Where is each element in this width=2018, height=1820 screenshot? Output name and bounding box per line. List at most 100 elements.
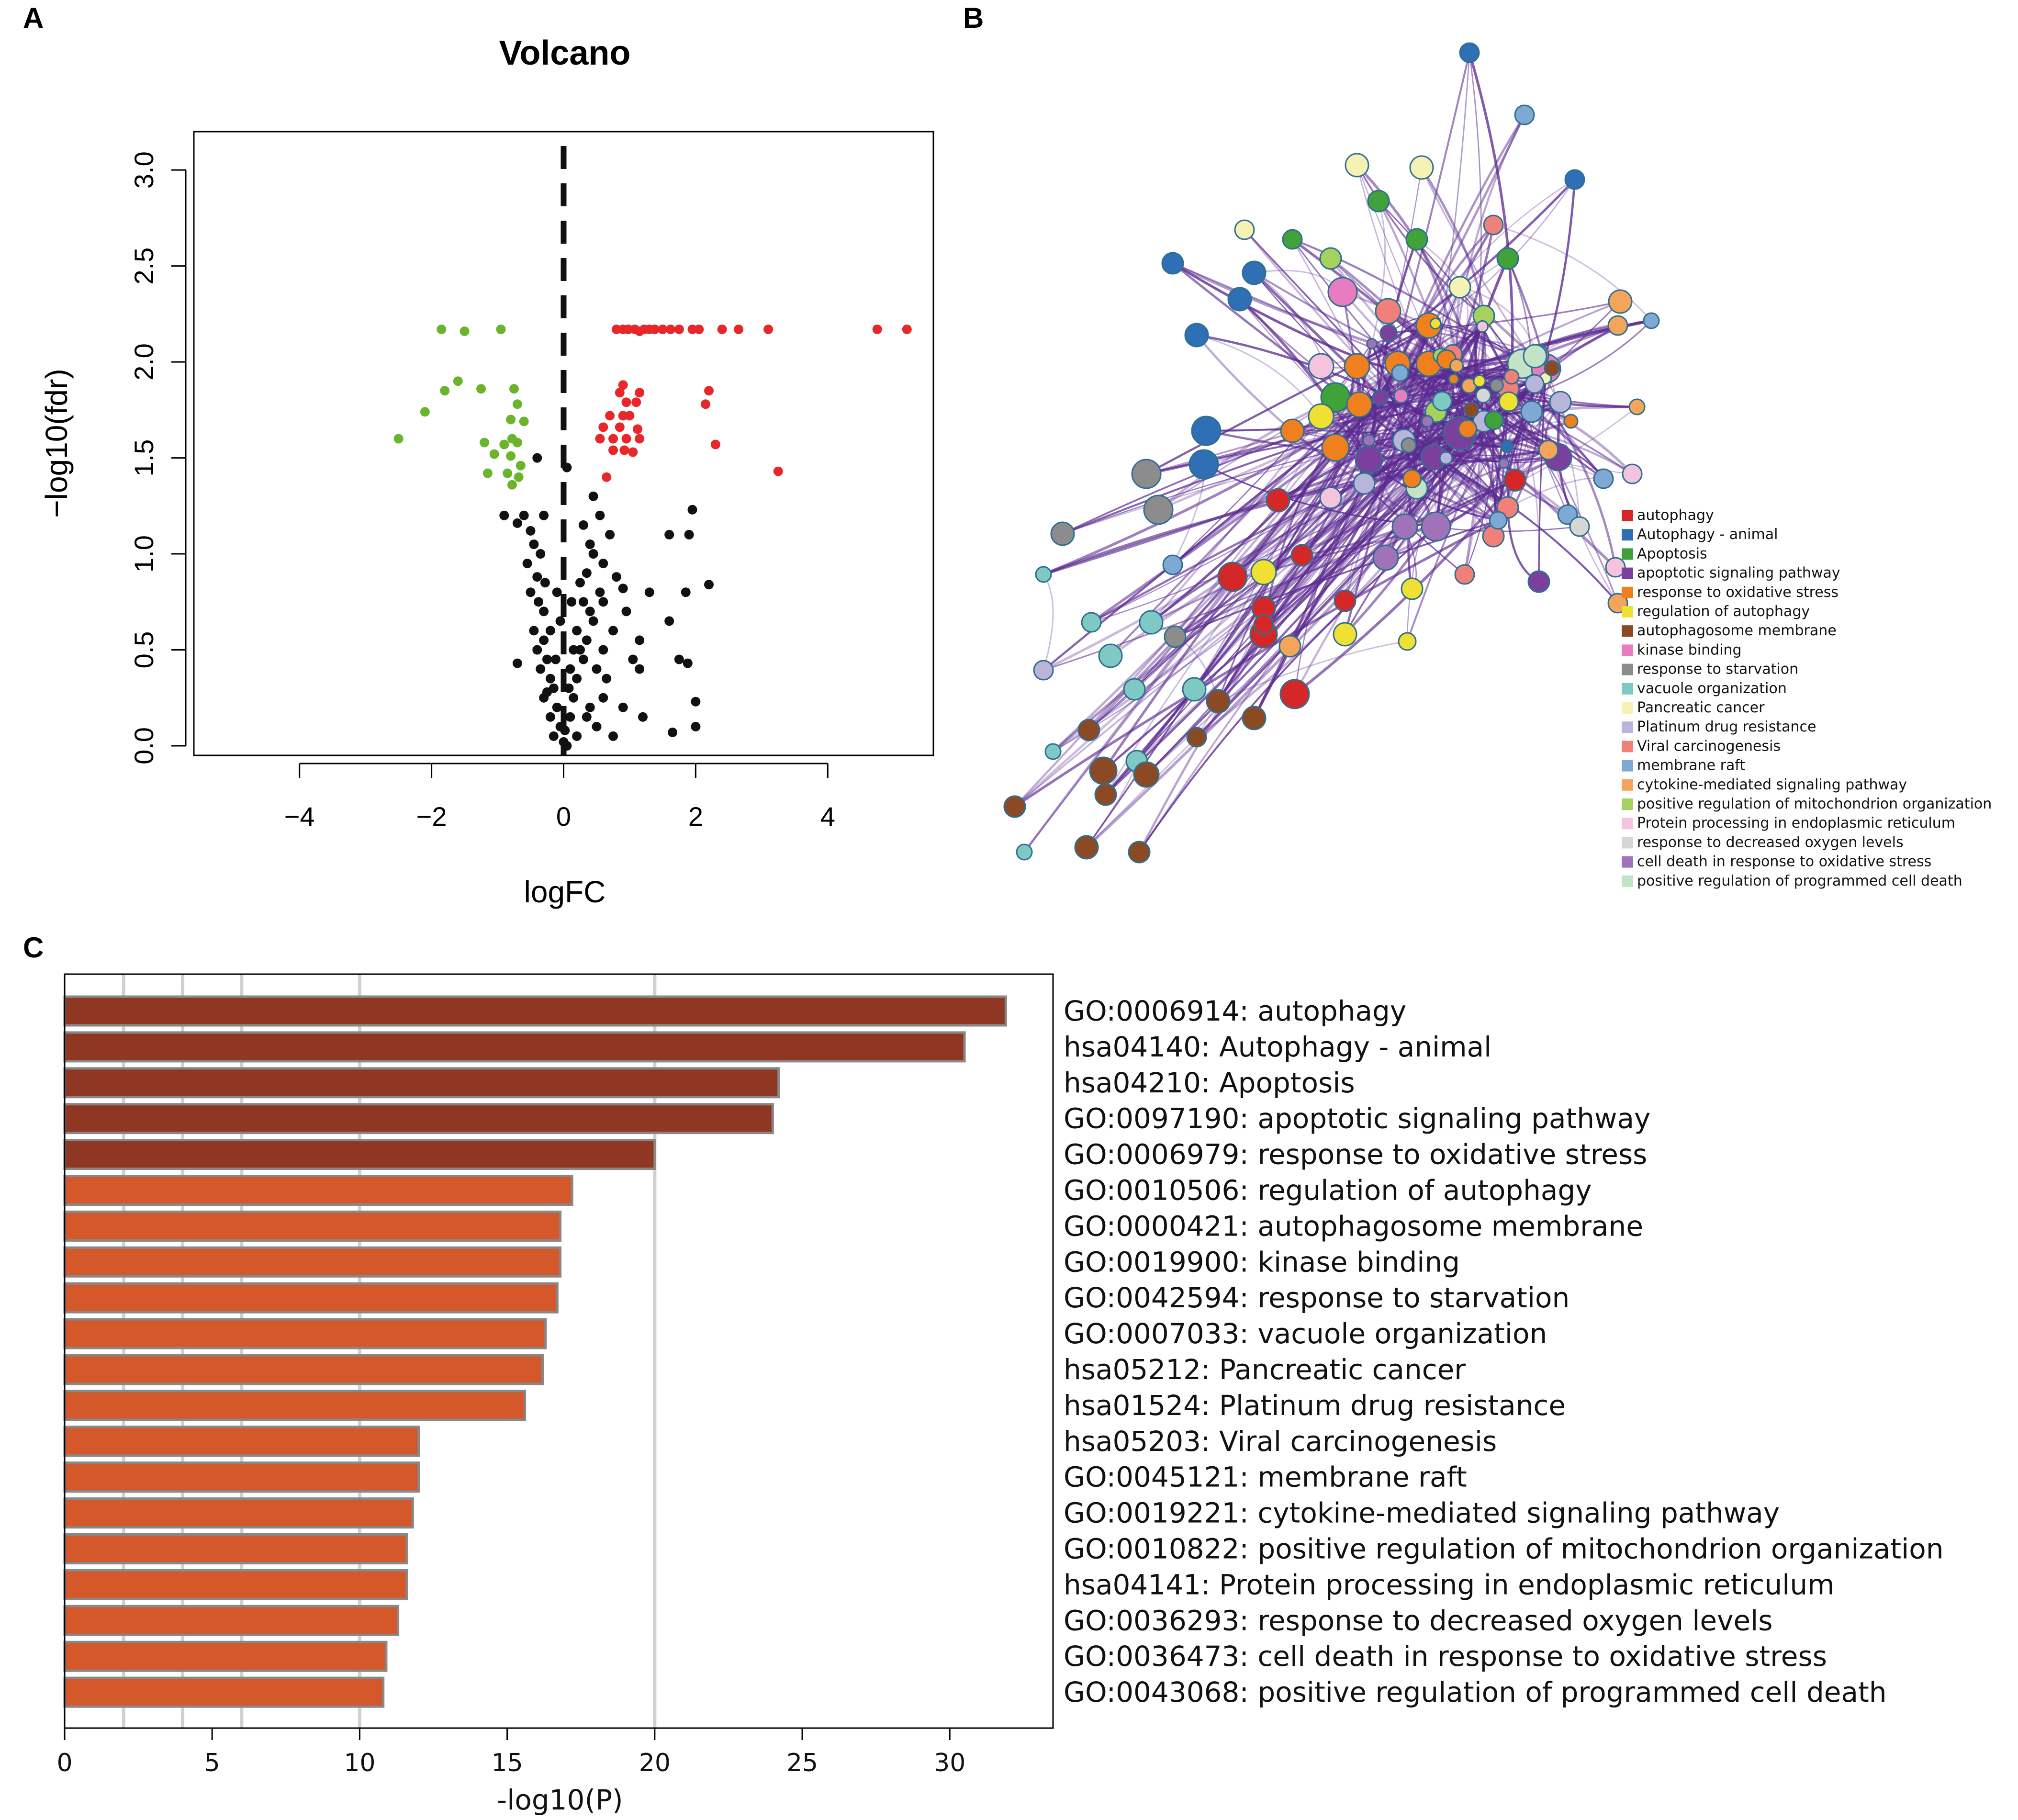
c-x-tick-label: 0: [56, 1749, 72, 1777]
enrichment-bar-10: [63, 1354, 544, 1385]
enrichment-term-18: GO:0036473: cell death in response to ox…: [1064, 1640, 1827, 1673]
legend-swatch-9: [1622, 683, 1633, 695]
volcano-point-ns-64: [582, 712, 592, 722]
network-node: [1514, 104, 1535, 125]
volcano-point-down-16: [489, 449, 499, 459]
volcano-point-ns-8: [522, 559, 532, 569]
network-edge: [1404, 377, 1547, 528]
legend-swatch-6: [1622, 625, 1633, 637]
volcano-point-down-9: [506, 415, 516, 425]
enrichment-term-9: GO:0007033: vacuole organization: [1064, 1317, 1547, 1350]
network-node: [1308, 353, 1334, 380]
volcano-point-ns-1: [499, 510, 509, 520]
volcano-point-ns-84: [552, 587, 562, 597]
volcano-point-up-17: [902, 325, 912, 334]
network-node: [1398, 632, 1417, 651]
network-node: [1459, 42, 1480, 63]
legend-swatch-19: [1622, 875, 1633, 887]
enrichment-term-7: GO:0019900: kinase binding: [1064, 1246, 1460, 1278]
volcano-point-up-15: [763, 325, 774, 334]
volcano-point-down-13: [499, 439, 509, 449]
network-node: [1463, 402, 1480, 418]
legend-label-1: Autophagy - animal: [1637, 526, 1778, 543]
network-node: [1607, 315, 1628, 336]
network-node: [1393, 388, 1409, 404]
network-node: [1182, 677, 1207, 702]
network-node: [1308, 403, 1334, 430]
network-node: [1362, 434, 1376, 447]
enrichment-term-0: GO:0006914: autophagy: [1064, 995, 1406, 1027]
network-edge: [1150, 457, 1446, 623]
legend-swatch-17: [1622, 837, 1633, 849]
volcano-point-down-20: [503, 468, 513, 478]
network-node: [1401, 437, 1417, 453]
volcano-point-ns-53: [598, 597, 608, 607]
legend-swatch-15: [1622, 798, 1633, 810]
network-node: [1206, 689, 1231, 714]
enrichment-bar-1: [63, 1031, 966, 1063]
network-node: [1161, 252, 1184, 275]
enrichment-bar-11: [63, 1390, 527, 1421]
network-edge: [1433, 456, 1619, 604]
network-node: [1242, 706, 1267, 730]
network-node: [1227, 287, 1252, 312]
network-node: [1473, 374, 1486, 388]
network-node: [1372, 389, 1389, 406]
enrichment-term-14: GO:0019221: cytokine-mediated signaling …: [1064, 1497, 1780, 1529]
volcano-point-ns-15: [539, 635, 549, 645]
volcano-point-up-8: [658, 325, 668, 334]
network-edge: [1452, 354, 1500, 521]
volcano-point-ns-78: [635, 664, 645, 674]
network-edge: [1196, 334, 1322, 417]
volcano-point-ns-60: [638, 712, 648, 722]
volcano-point-ns-79: [562, 462, 572, 472]
network-edge: [1088, 315, 1485, 731]
network-node: [1622, 463, 1643, 484]
network-node: [1353, 472, 1376, 495]
network-edge: [1403, 365, 1457, 441]
network-edge: [1420, 167, 1485, 316]
volcano-point-down-17: [506, 451, 516, 461]
network-node: [1593, 468, 1614, 489]
enrichment-bar-15: [63, 1533, 408, 1564]
enrichment-bar-13: [63, 1461, 420, 1493]
network-node: [1266, 488, 1290, 513]
legend-swatch-1: [1622, 529, 1633, 541]
volcano-x-axis: −4 −2 0 2 4: [284, 763, 835, 831]
panel-label-a: A: [23, 2, 44, 34]
volcano-point-ns-20: [545, 674, 555, 684]
network-edge: [1491, 385, 1499, 521]
enrichment-term-13: GO:0045121: membrane raft: [1064, 1461, 1467, 1494]
network-edge: [1403, 439, 1499, 521]
volcano-point-ns-82: [545, 626, 555, 636]
network-node: [1253, 614, 1274, 635]
legend-label-17: response to decreased oxygen levels: [1637, 834, 1904, 851]
legend-swatch-4: [1622, 586, 1633, 598]
volcano-point-ns-35: [578, 654, 588, 664]
volcano-point-ns-63: [572, 731, 582, 741]
y-tick-label: 0.0: [129, 727, 159, 764]
volcano-point-ns-17: [542, 654, 552, 664]
volcano-point-ns-56: [635, 635, 645, 645]
enrichment-term-12: hsa05203: Viral carcinogenesis: [1064, 1425, 1497, 1458]
legend-swatch-2: [1622, 548, 1633, 560]
enrichment-term-6: GO:0000421: autophagosome membrane: [1064, 1210, 1643, 1242]
network-node: [1367, 190, 1390, 213]
network-node: [1503, 469, 1526, 492]
volcano-point-ns-85: [575, 578, 585, 588]
volcano-point-down-8: [512, 399, 522, 409]
volcano-point-up-34: [635, 434, 645, 444]
volcano-point-ns-26: [549, 731, 559, 741]
network-node: [1133, 761, 1160, 788]
volcano-panel: Volcano −4 −2 0 2 4 0.0 0.5 1.0 1.5 2.0 2.5 3.0 lo…: [39, 34, 934, 909]
volcano-point-ns-10: [540, 578, 550, 588]
volcano-point-ns-23: [552, 702, 562, 712]
network-node: [1186, 727, 1207, 748]
volcano-point-ns-9: [532, 572, 542, 582]
volcano-point-up-40: [773, 466, 783, 476]
network-edge: [1403, 439, 1549, 457]
network-node: [1421, 415, 1434, 427]
legend-swatch-7: [1622, 644, 1633, 656]
network-node: [1643, 312, 1660, 329]
enrichment-term-2: hsa04210: Apoptosis: [1064, 1067, 1355, 1099]
